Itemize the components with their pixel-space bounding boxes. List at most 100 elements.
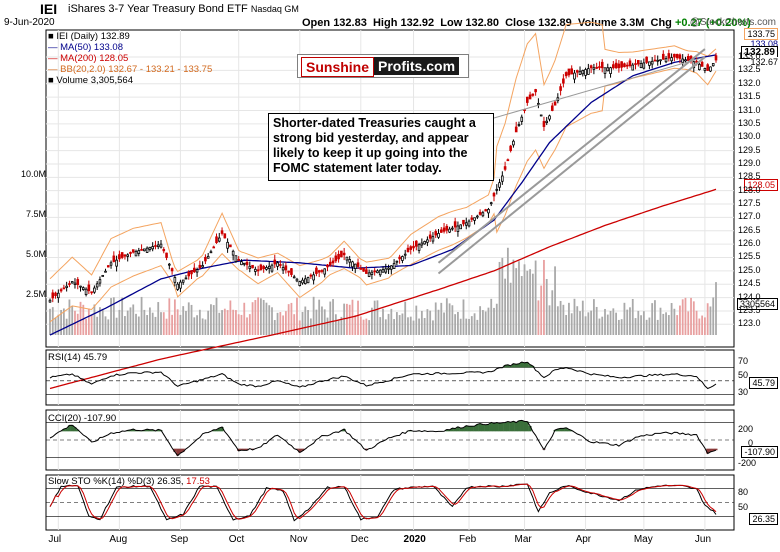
candle-body [120,252,124,258]
volume-bar [365,318,368,335]
candle-body [173,277,177,283]
volume-bar [498,261,501,335]
candle-body [68,283,71,285]
volume-bar [376,300,379,335]
candle-body [267,265,271,269]
volume-bar [490,298,493,335]
volume-bar [240,314,243,335]
candle-body [537,102,540,105]
candle-body [614,62,618,69]
ticker-symbol: IEI [40,1,58,17]
volume-bar [284,311,287,335]
volume-bar [99,307,101,335]
candle-body [201,265,204,268]
y-tick-label: 125.5 [738,251,761,262]
candle-body [231,250,235,256]
chart-date: 9-Jun-2020 [4,17,55,28]
candle-body [437,233,440,238]
volume-bar [118,309,121,335]
candle-body [464,222,468,226]
candle-body [384,268,388,273]
volume-bar [176,309,179,335]
volume-bar [207,310,210,335]
label-bb-lower: 132.67 [750,57,778,67]
candle-body [428,234,432,239]
candle-body [98,279,102,284]
candle-body [709,66,712,72]
candle-body [506,159,510,162]
volume-bar [321,306,323,335]
candle-body [575,70,579,73]
candle-body [656,59,660,62]
volume-bar [631,298,634,335]
candle-body [661,53,665,60]
candle-body [670,57,673,62]
volume-bar [623,302,626,335]
candle-body [667,53,671,59]
candle-body [398,256,401,260]
candle-body [678,54,682,59]
candle-body [592,67,596,70]
volume-bar [221,310,223,335]
volume-bar [276,312,279,335]
callout-pointer [493,56,706,119]
y-tick-label: 126.5 [738,224,761,235]
candle-body [589,65,593,69]
volume-bar [423,317,426,335]
candle-body [373,270,376,273]
candle-body [492,192,496,197]
volume-bar [112,297,115,335]
volume-bar [504,278,506,335]
cci-value-label: -107.90 [741,446,778,458]
candle-body [115,259,118,267]
volume-bar [404,301,407,335]
volume-bar [676,315,679,335]
volume-bar [648,317,651,335]
volume-bar [248,314,251,335]
candle-body [193,267,196,273]
candle-body [326,264,329,268]
volume-bar [173,299,176,335]
candle-body [481,212,485,217]
volume-bar [187,302,190,335]
candle-body [600,61,604,69]
y-tick-label: 131.5 [738,91,761,102]
volume-bar [690,297,692,335]
volume-bar [584,316,587,335]
rsi-value-label: 45.79 [749,377,778,389]
candle-body [256,269,260,272]
candle-body [179,281,182,289]
volume-bar [137,316,140,335]
candle-body [362,267,365,272]
volume-bar [332,299,334,335]
exchange-name: Nasdaq GM [250,4,299,14]
candle-body [262,266,265,269]
candle-body [131,249,135,253]
candle-body [431,236,435,242]
candle-body [578,70,582,75]
volume-bar [401,313,404,335]
candle-body [378,269,382,276]
trend-line-grey [437,48,706,264]
candle-body [215,236,218,244]
volume-bar [107,319,110,335]
x-tick-label: Apr [575,534,592,545]
volume-bar [609,310,612,335]
y-tick-label: 129.5 [738,144,761,155]
x-tick-label: Jun [694,534,712,545]
candle-body [73,282,77,285]
candle-body [62,287,66,290]
volume-bar [390,308,393,335]
volume-bar [60,309,62,335]
volume-bar [659,307,662,335]
volume-bar [260,298,262,335]
volume-bar [287,304,290,335]
chart-header: IEI iShares 3-7 Year Treasury Bond ETF N… [0,0,780,30]
candle-body [270,264,274,272]
volume-bar [151,312,154,335]
y-tick-label: 131.0 [738,104,761,115]
candle-body [57,292,60,299]
candle-body [476,215,479,218]
candle-body [642,62,646,69]
volume-bar [90,314,93,335]
